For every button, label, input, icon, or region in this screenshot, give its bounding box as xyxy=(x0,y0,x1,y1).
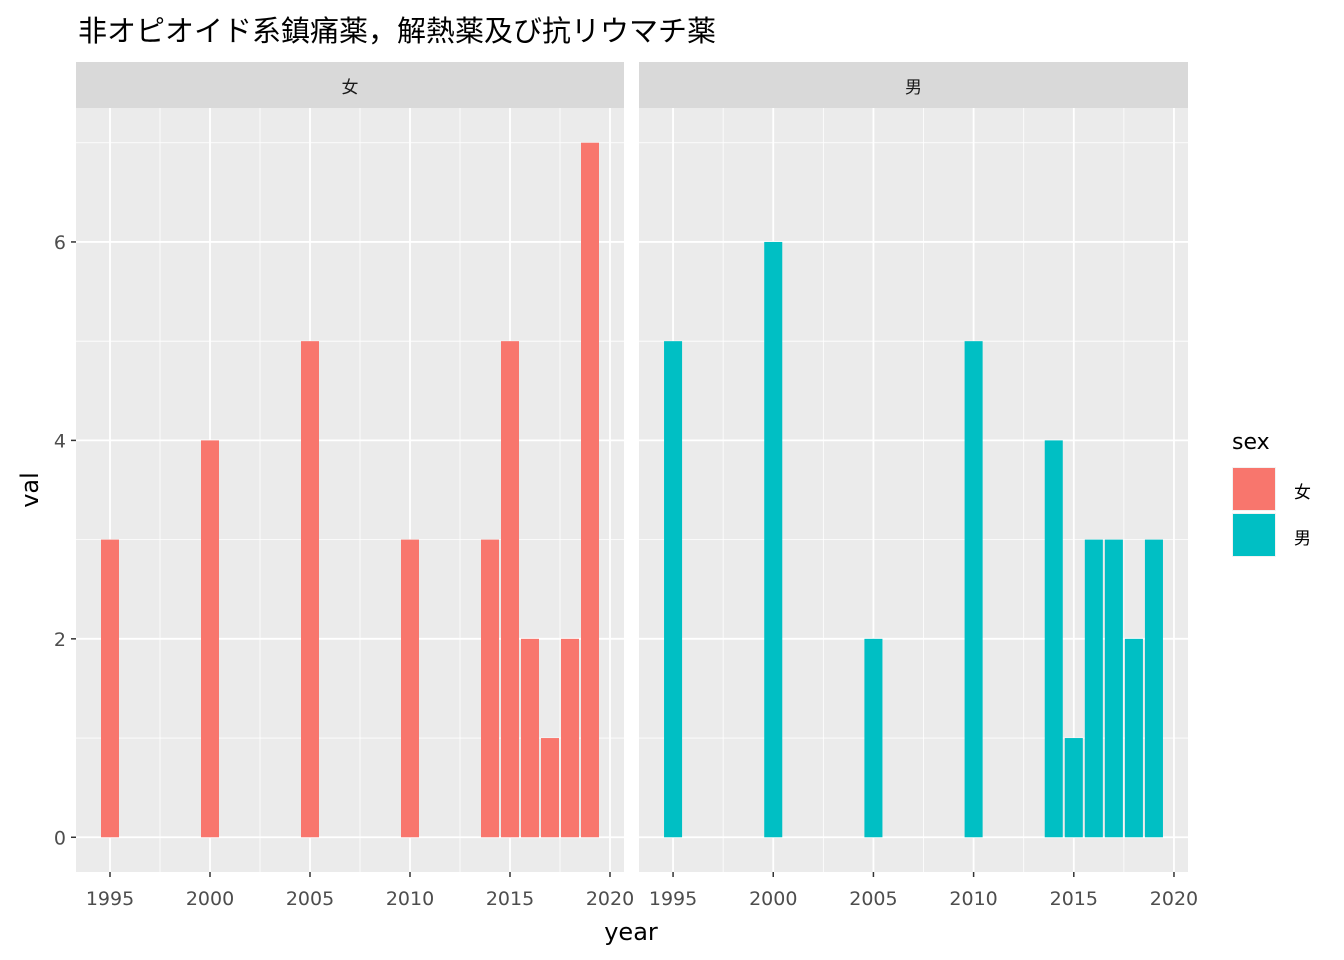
bar xyxy=(1144,539,1163,838)
legend-key-female xyxy=(1233,468,1275,510)
facet-strip-label: 女 xyxy=(342,78,359,98)
bar xyxy=(581,142,599,838)
x-tick-label: 2015 xyxy=(1050,888,1098,910)
bar xyxy=(501,341,519,838)
bar xyxy=(1064,738,1083,838)
legend-title: sex xyxy=(1232,430,1270,455)
bar xyxy=(764,241,783,838)
bar xyxy=(1124,638,1143,838)
legend-label-male: 男 xyxy=(1294,529,1311,549)
facet-strip-label: 男 xyxy=(905,78,922,98)
chart-title: 非オピオイド系鎮痛薬，解熱薬及び抗リウマチ薬 xyxy=(78,14,716,48)
bar xyxy=(101,539,119,838)
x-tick-label: 2020 xyxy=(1150,888,1198,910)
bar xyxy=(1084,539,1103,838)
x-tick-label: 1995 xyxy=(649,888,697,910)
x-axis-label: year xyxy=(604,918,658,946)
x-tick-label: 2005 xyxy=(849,888,897,910)
bar xyxy=(401,539,419,838)
y-tick-label: 0 xyxy=(54,827,66,849)
x-tick-label: 2010 xyxy=(386,888,434,910)
bar xyxy=(864,638,883,838)
y-tick-label: 6 xyxy=(54,232,66,254)
facet-panel: 女 1995 2000 2005 2010 2015 2020 0 2 4 6 xyxy=(54,62,634,910)
bar xyxy=(964,341,983,838)
legend-label-female: 女 xyxy=(1294,483,1311,503)
bar xyxy=(664,341,683,838)
bar xyxy=(201,440,219,838)
x-tick-label: 2020 xyxy=(586,888,634,910)
y-axis-label: val xyxy=(16,472,44,508)
bar xyxy=(301,341,319,838)
y-tick-label: 4 xyxy=(54,430,66,452)
bar xyxy=(521,638,539,838)
x-tick-label: 2015 xyxy=(486,888,534,910)
x-tick-label: 2000 xyxy=(749,888,797,910)
facet-panel: 男 1995 2000 2005 2010 2015 2020 xyxy=(639,62,1198,910)
bar xyxy=(481,539,499,838)
x-tick-label: 2000 xyxy=(186,888,234,910)
bar xyxy=(561,638,579,838)
facet-strip xyxy=(639,62,1188,108)
facet-strip xyxy=(76,62,624,108)
x-tick-label: 2005 xyxy=(286,888,334,910)
bar xyxy=(541,738,559,838)
x-tick-label: 2010 xyxy=(949,888,997,910)
legend-key-male xyxy=(1233,514,1275,556)
legend: sex 女 男 xyxy=(1232,430,1311,557)
x-tick-label: 1995 xyxy=(86,888,134,910)
bar xyxy=(1044,440,1063,838)
bar xyxy=(1104,539,1123,838)
y-tick-label: 2 xyxy=(54,629,66,651)
